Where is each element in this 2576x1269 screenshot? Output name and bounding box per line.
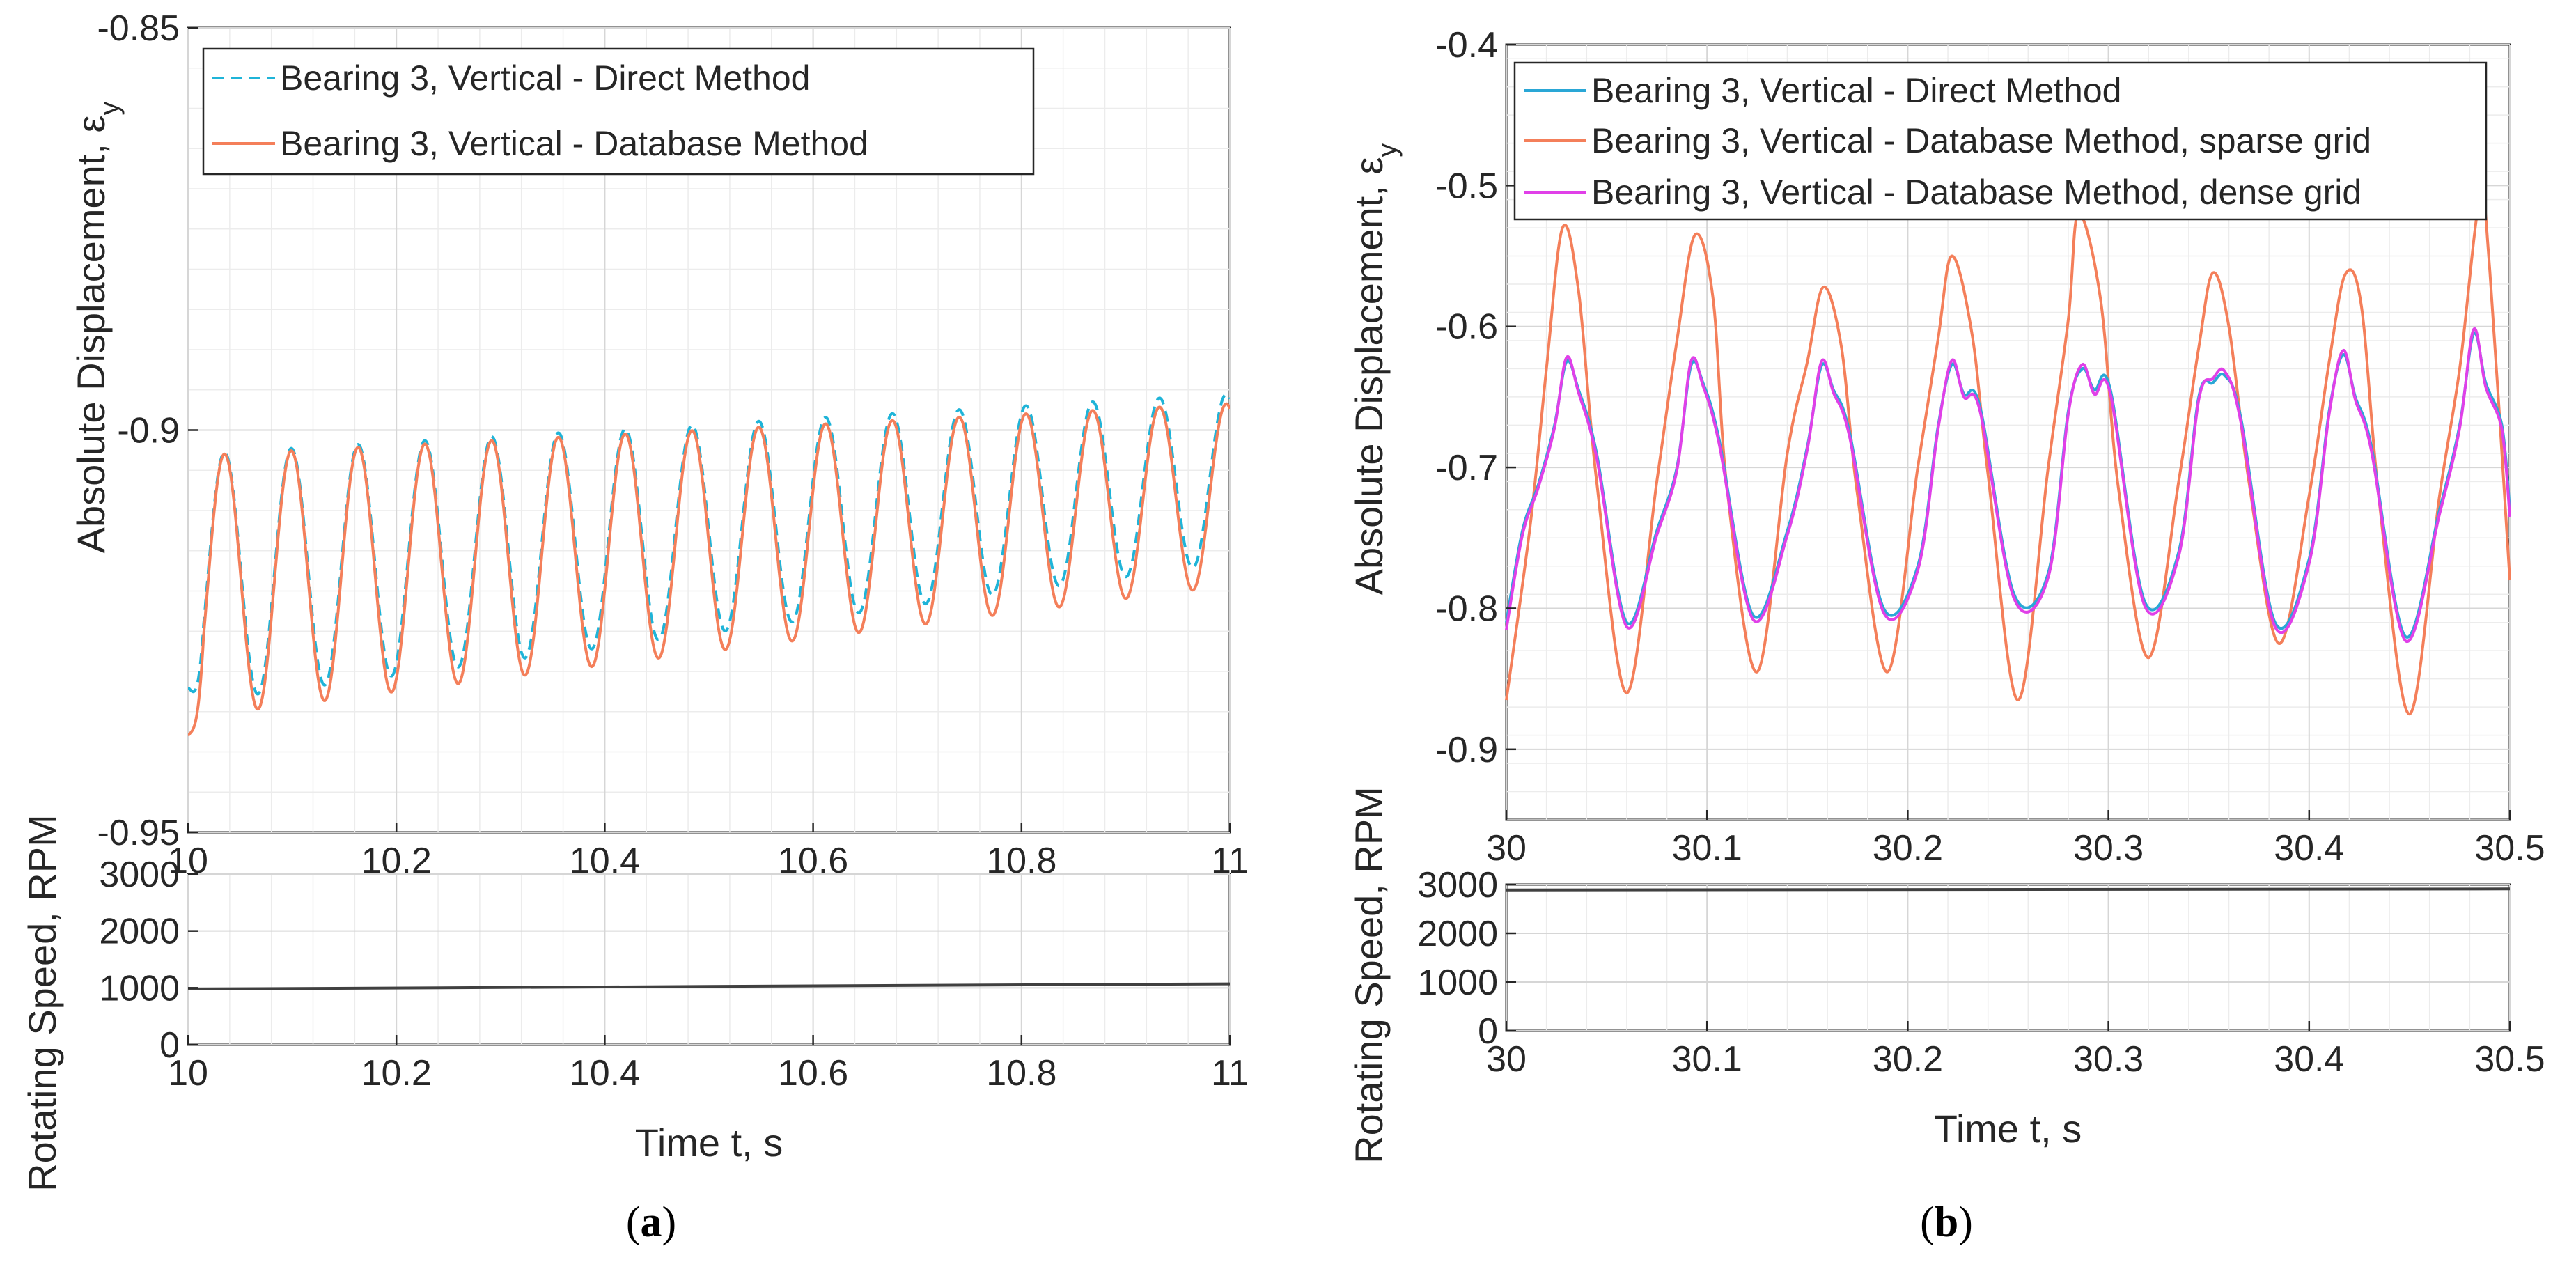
series-lines-b	[1505, 193, 2511, 716]
y-tick-label: 0	[1478, 1011, 1498, 1052]
y-axis-label-displacement-a-subscript: y	[94, 102, 125, 116]
x-ticks-b: 30 30.1 30.2 30.3 30.4 30.5	[1486, 810, 2545, 869]
y-axis-label-speed-b: Rotating Speed, RPM	[1347, 786, 1391, 1164]
x-tick-label: 10.2	[361, 1053, 432, 1093]
y-tick-label: -0.7	[1435, 448, 1498, 488]
y-axis-label-displacement-b-subscript: y	[1372, 143, 1403, 157]
y-ticks-speed-b: 3000 2000 1000 0	[1417, 865, 1516, 1052]
legend-label-sparse-b: Bearing 3, Vertical - Database Method, s…	[1591, 121, 2371, 160]
x-axis-label-a: Time t, s	[635, 1121, 783, 1165]
legend-label-direct-a: Bearing 3, Vertical - Direct Method	[280, 59, 810, 98]
y-tick-label: -0.4	[1435, 25, 1498, 65]
legend-label-direct-b: Bearing 3, Vertical - Direct Method	[1591, 71, 2121, 110]
x-ticks-speed-a: 10 10.2 10.4 10.6 10.8 11	[168, 1035, 1249, 1093]
series-lines-speed-a	[187, 982, 1231, 990]
y-tick-label: 2000	[1417, 914, 1498, 954]
panel-caption-a-letter: a	[641, 1199, 662, 1246]
legend-box-b	[1513, 61, 2488, 221]
x-tick-label: 30.4	[2274, 828, 2344, 869]
y-axis-label-displacement-a-text: Absolute Displacement, ε	[69, 116, 113, 554]
series-line-database-a	[188, 402, 1230, 737]
y-tick-label: -0.9	[1435, 730, 1498, 770]
series-lines-a	[188, 392, 1230, 737]
grid-speed-b	[1506, 884, 2511, 1031]
x-tick-label: 30.3	[2073, 1039, 2144, 1080]
x-tick-label: 10.4	[570, 1053, 640, 1093]
legend-label-dense-b: Bearing 3, Vertical - Database Method, d…	[1591, 173, 2362, 212]
legend-b: Bearing 3, Vertical - Direct Method Bear…	[1513, 61, 2488, 221]
y-ticks-speed-a: 3000 2000 1000 0	[99, 855, 198, 1066]
legend-a: Bearing 3, Vertical - Direct Method Bear…	[202, 47, 1035, 176]
speed-chart-a: 10 10.2 10.4 10.6 10.8 11 3000 2000 1000 0	[99, 855, 1249, 1093]
series-line-dense-b	[1505, 327, 2511, 643]
y-tick-label: -0.95	[97, 813, 180, 853]
displacement-chart-a: 10 10.2 10.4 10.6 10.8 11 -0.85-0.9-0.95 Bear…	[97, 8, 1249, 881]
x-tick-label: 30.4	[2274, 1039, 2344, 1080]
y-tick-label: 1000	[1417, 963, 1498, 1003]
y-axis-label-displacement-a: Absolute Displacement, εy	[69, 102, 125, 554]
x-tick-label: 10.8	[986, 1053, 1056, 1093]
x-tick-label: 30.1	[1672, 1039, 1742, 1080]
y-tick-label: -0.9	[117, 411, 180, 451]
x-tick-label: 30.5	[2474, 1039, 2545, 1080]
x-tick-label: 30.3	[2073, 828, 2144, 869]
panel-caption-a: (a)	[626, 1199, 676, 1246]
x-tick-label: 10	[168, 1053, 208, 1093]
speed-chart-b: 30 30.1 30.2 30.3 30.4 30.5 3000 2000 1000 0	[1417, 865, 2545, 1080]
plot-area-speed-b	[1505, 883, 2511, 1032]
x-tick-label: 10.6	[778, 1053, 848, 1093]
y-axis-label-displacement-b: Absolute Displacement, εy	[1347, 143, 1403, 595]
y-tick-label: 3000	[1417, 865, 1498, 905]
series-line-speed-a	[187, 982, 1231, 990]
x-tick-label: 30.2	[1873, 828, 1943, 869]
series-line-sparse-b	[1505, 193, 2511, 716]
x-axis-label-b: Time t, s	[1934, 1107, 2082, 1151]
x-tick-label: 30.5	[2474, 828, 2545, 869]
y-tick-label: -0.85	[97, 8, 180, 49]
panel-caption-b: (b)	[1920, 1199, 1973, 1246]
y-tick-label: 1000	[99, 968, 180, 1009]
x-tick-label: 30	[1486, 828, 1527, 869]
y-tick-label: 0	[159, 1025, 180, 1066]
displacement-chart-b: 30 30.1 30.2 30.3 30.4 30.5 -0.4-0.5-0.6-0.7-…	[1435, 25, 2545, 869]
y-ticks-b: -0.4 -0.5 -0.6 -0.7 -0.8 -0.9	[1435, 25, 1516, 770]
x-tick-label: 11	[1211, 1053, 1249, 1093]
y-axis-label-speed-a: Rotating Speed, RPM	[20, 814, 64, 1192]
y-tick-label: 2000	[99, 912, 180, 952]
y-tick-label: -0.5	[1435, 166, 1498, 206]
y-tick-label: 3000	[99, 855, 180, 895]
y-tick-label: -0.8	[1435, 589, 1498, 629]
x-tick-label: 30.1	[1672, 828, 1742, 869]
legend-label-database-a: Bearing 3, Vertical - Database Method	[280, 124, 868, 163]
panel-caption-b-letter: b	[1935, 1199, 1958, 1246]
x-tick-label: 30	[1486, 1039, 1527, 1080]
x-ticks-speed-b: 30 30.1 30.2 30.3 30.4 30.5	[1486, 1021, 2545, 1080]
y-tick-label: -0.6	[1435, 307, 1498, 348]
y-ticks-a: -0.85 -0.9 -0.95	[97, 8, 198, 853]
y-axis-label-displacement-b-text: Absolute Displacement, ε	[1347, 157, 1391, 595]
plot-area-speed-a	[187, 873, 1231, 1046]
x-tick-label: 30.2	[1873, 1039, 1943, 1080]
legend-box-a	[202, 47, 1035, 176]
